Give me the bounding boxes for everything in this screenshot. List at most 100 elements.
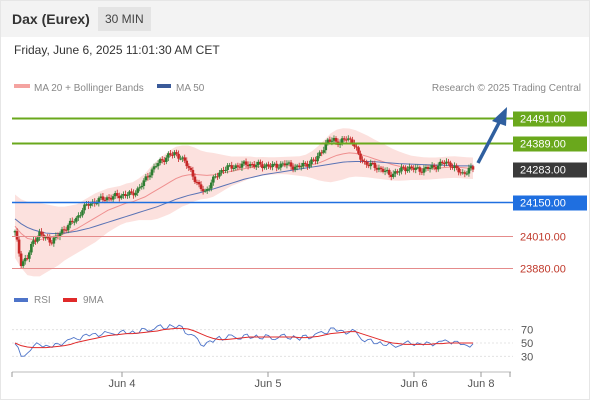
resistance-label-bg: [513, 136, 587, 152]
candle-body: [322, 150, 326, 153]
candle-body: [83, 204, 86, 211]
candle-body: [353, 143, 356, 147]
candle-body: [15, 231, 19, 240]
level-labels: 24491.00 24389.00 24283.00 24150.00 24010.00…: [513, 111, 587, 276]
candle-body: [346, 138, 350, 140]
rsi-legend-swatch: [14, 298, 28, 302]
rsi-tick-label: 50: [521, 338, 533, 350]
candle-body: [359, 153, 362, 160]
rsi-ma-legend-swatch: [63, 298, 77, 302]
candle-body: [314, 160, 317, 162]
candle-body: [375, 167, 379, 170]
candle-body: [226, 165, 229, 170]
candle-body: [447, 161, 450, 163]
candle-body: [385, 169, 389, 171]
last-price-label: 24283.00: [520, 165, 566, 177]
resistance-label-bg: [513, 111, 587, 127]
candle-body: [428, 167, 432, 170]
candle-body: [398, 171, 401, 173]
candle-body: [291, 166, 295, 170]
candle-body: [443, 163, 446, 165]
candle-body: [148, 175, 152, 178]
bollinger-band: [15, 128, 473, 277]
target-label: 24010.00: [520, 232, 566, 244]
support-label-bg: [513, 195, 587, 211]
candle-body: [222, 170, 225, 172]
candle-body: [357, 147, 360, 154]
candle-body: [142, 180, 146, 186]
candle-body: [218, 172, 221, 177]
candle-body: [193, 176, 197, 182]
candle-body: [126, 195, 129, 197]
candle-body: [469, 166, 473, 169]
candle-body: [234, 165, 238, 168]
candle-body: [117, 195, 121, 199]
candle-body: [140, 185, 144, 188]
candle-body: [230, 165, 234, 169]
candle-body: [461, 172, 465, 174]
candle-body: [457, 168, 460, 173]
candle-body: [381, 169, 385, 172]
candle-body: [115, 193, 119, 196]
candle-body: [209, 182, 213, 189]
credit-label: Research © 2025 Trading Central: [432, 83, 581, 94]
candle-body: [277, 167, 281, 169]
candle-body: [181, 157, 184, 159]
candle-body: [191, 169, 195, 177]
candle-body: [122, 194, 125, 196]
candle-body: [455, 165, 458, 169]
candle-body: [13, 231, 17, 233]
candle-body: [144, 176, 148, 181]
candle-body: [383, 170, 387, 172]
candle-body: [279, 163, 283, 168]
timeframe-button[interactable]: 30 MIN: [98, 7, 151, 31]
candle-body: [324, 143, 328, 151]
candle-body: [154, 166, 158, 168]
candle-body: [330, 140, 334, 142]
chart-header: Dax (Eurex) 30 MIN: [1, 1, 589, 37]
candle-body: [363, 161, 366, 163]
candle-body: [169, 153, 172, 155]
candle-body: [72, 221, 76, 223]
ma50-legend-swatch: [157, 84, 171, 88]
candle-body: [36, 237, 39, 242]
candle-body: [275, 163, 279, 168]
candle-body: [432, 165, 436, 168]
candle-body: [459, 172, 463, 174]
candle-body: [308, 164, 311, 167]
candle-body: [257, 161, 260, 166]
candle-body: [273, 163, 276, 165]
candle-body: [438, 161, 442, 166]
candle-body: [134, 192, 137, 196]
candle-body: [77, 215, 80, 218]
candle-body: [387, 169, 391, 175]
candle-body: [426, 166, 430, 170]
candle-body: [46, 236, 50, 238]
candle-body: [389, 174, 393, 177]
candle-body: [81, 210, 84, 216]
candle-body: [58, 233, 62, 237]
candle-body: [281, 163, 285, 165]
candle-body: [199, 184, 203, 190]
candle-body: [201, 189, 205, 192]
candle-body: [175, 152, 178, 154]
candle-body: [453, 165, 456, 168]
x-tick-label: Jun 5: [255, 378, 282, 390]
candle-body: [228, 165, 231, 167]
candle-body: [340, 138, 344, 143]
candle-body: [101, 196, 105, 200]
instrument-title: Dax (Eurex): [12, 11, 90, 27]
candle-body: [62, 229, 66, 231]
candle-body: [162, 160, 166, 162]
candle-body: [269, 166, 272, 168]
candle-body: [197, 181, 201, 185]
candle-body: [396, 171, 399, 173]
candle-body: [113, 193, 117, 197]
candle-body: [68, 220, 72, 226]
candle-body: [48, 237, 52, 243]
candle-body: [310, 159, 313, 165]
candle-body: [445, 161, 448, 164]
candle-body: [89, 203, 92, 206]
candle-body: [344, 139, 348, 141]
